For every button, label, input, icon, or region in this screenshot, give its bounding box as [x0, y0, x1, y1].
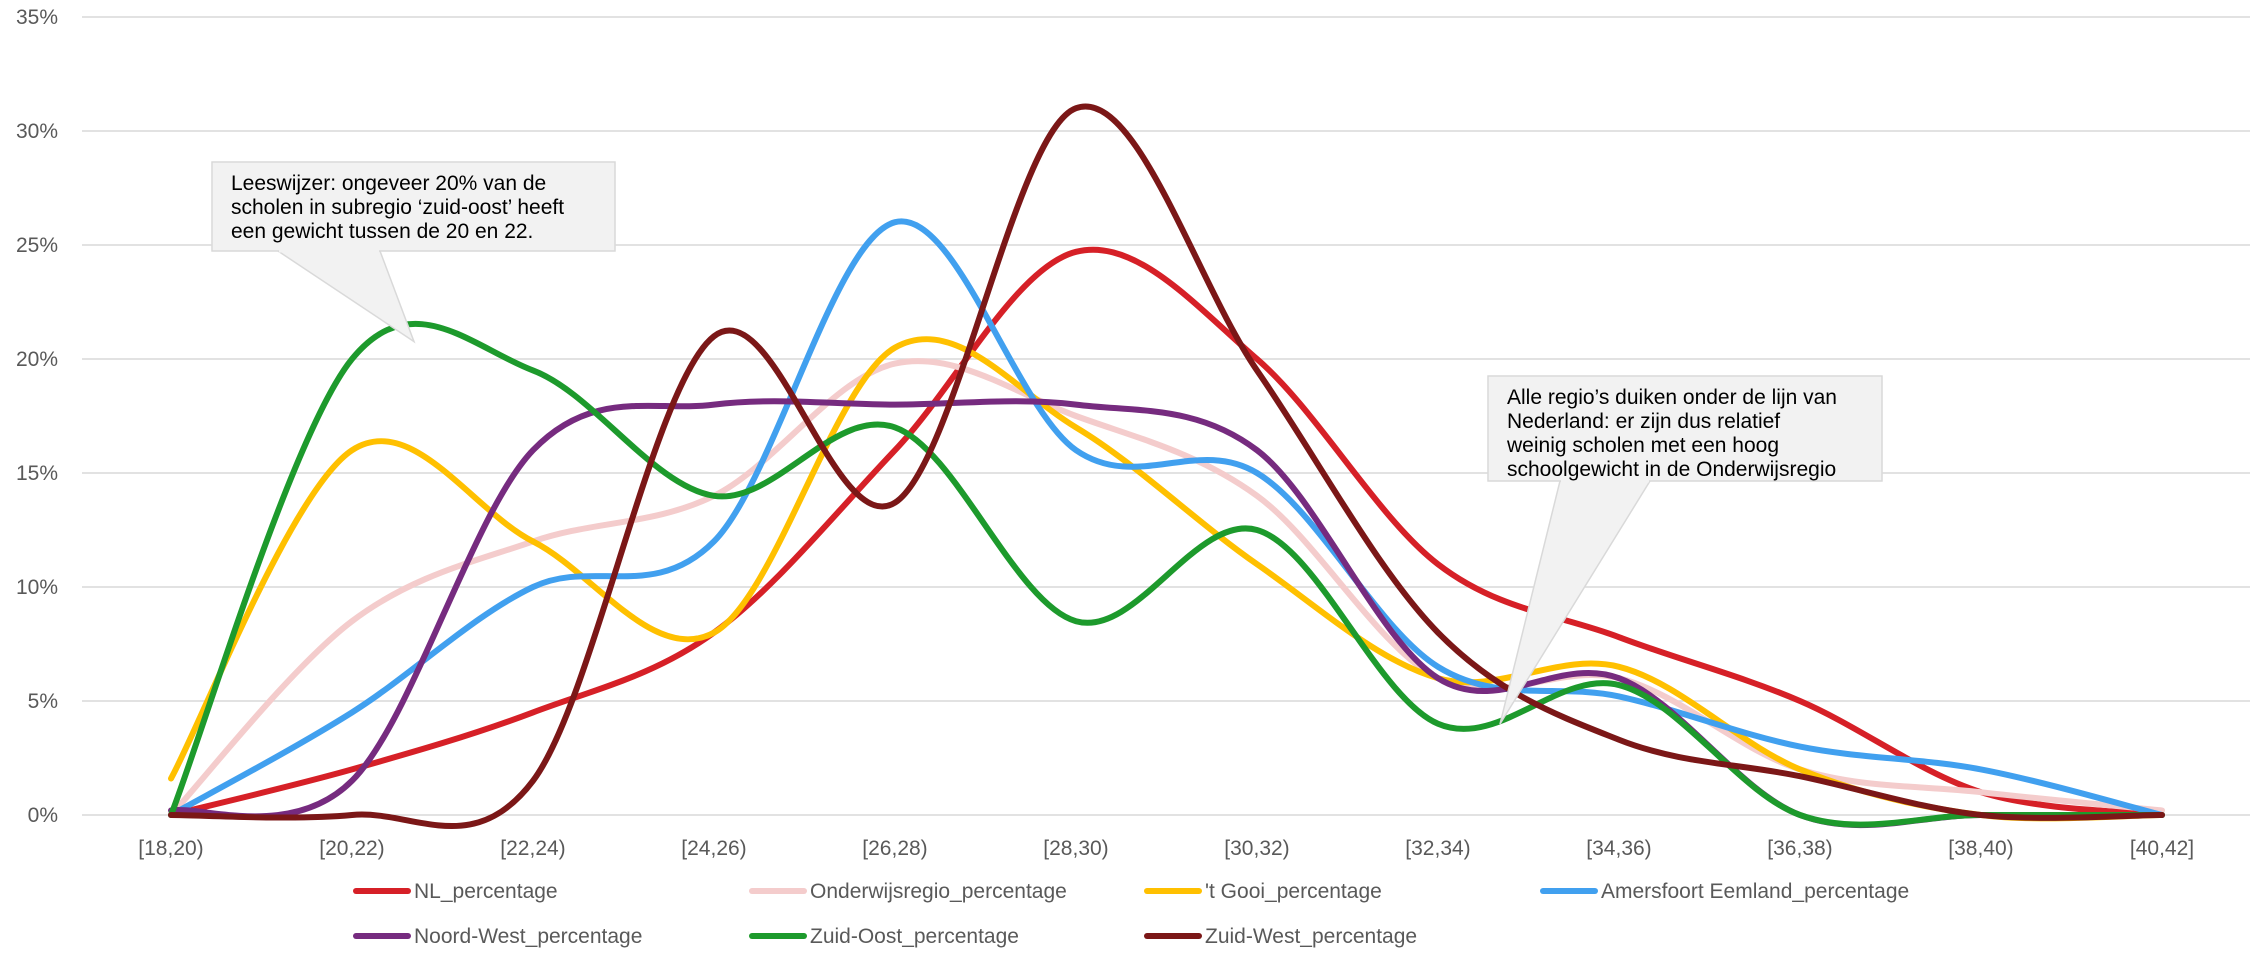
callout-pointer [275, 250, 416, 344]
y-tick-label: 10% [16, 576, 58, 599]
annotation-text: Alle regio’s duiken onder de lijn van [1507, 386, 1837, 409]
legend-label: Onderwijsregio_percentage [810, 880, 1067, 903]
x-tick-label: [24,26) [681, 837, 746, 860]
y-tick-label: 0% [28, 804, 58, 827]
y-tick-label: 5% [28, 690, 58, 713]
x-tick-label: [36,38) [1767, 837, 1832, 860]
x-tick-label: [18,20) [138, 837, 203, 860]
annotation-text: Nederland: er zijn dus relatief [1507, 410, 1780, 433]
x-tick-label: [38,40) [1948, 837, 2013, 860]
x-tick-label: [22,24) [500, 837, 565, 860]
legend-entry: Zuid-West_percentage [1144, 925, 1417, 948]
x-tick-label: [20,22) [319, 837, 384, 860]
legend-entry: 't Gooi_percentage [1144, 880, 1382, 903]
y-tick-label: 15% [16, 462, 58, 485]
callout-box [211, 161, 616, 252]
legend-label: Amersfoort Eemland_percentage [1601, 880, 1909, 903]
annotation-text: Leeswijzer: ongeveer 20% van de [231, 172, 546, 195]
series-line-zuid-oost-percentage [168, 321, 2165, 828]
series-line-amersfoort-eemland-percentage [168, 218, 2165, 818]
series-line-t-gooi-percentage [168, 336, 2165, 822]
x-tick-label: [40,42] [2130, 837, 2194, 860]
y-tick-label: 35% [16, 6, 58, 29]
legend-entry: Onderwijsregio_percentage [749, 880, 1067, 903]
annotation-text: weinig scholen met een hoog [1506, 434, 1779, 457]
y-tick-label: 25% [16, 234, 58, 257]
series-line-zuid-west-percentage [168, 103, 2165, 830]
legend: NL_percentage Onderwijsregio_percentage 't… [353, 880, 1909, 948]
legend-entry: Amersfoort Eemland_percentage [1540, 880, 1909, 903]
legend-entry: NL_percentage [353, 880, 558, 903]
annotation-callout: Alle regio’s duiken onder de lijn vanNed… [1487, 375, 1883, 725]
legend-entry: Zuid-Oost_percentage [749, 925, 1019, 948]
legend-label: NL_percentage [414, 880, 558, 903]
x-tick-label: [28,30) [1043, 837, 1108, 860]
legend-label: Noord-West_percentage [414, 925, 642, 948]
x-tick-label: [32,34) [1405, 837, 1470, 860]
y-tick-label: 20% [16, 348, 58, 371]
legend-entry: Noord-West_percentage [353, 925, 642, 948]
y-axis-ticks: 0% 5% 10% 15% 20% 25% 30% 35% [16, 6, 58, 827]
series-lines [168, 103, 2165, 830]
x-tick-label: [34,36) [1586, 837, 1651, 860]
legend-label: 't Gooi_percentage [1205, 880, 1382, 903]
annotation-text: schoolgewicht in de Onderwijsregio [1507, 458, 1836, 481]
x-tick-label: [30,32) [1224, 837, 1289, 860]
legend-label: Zuid-Oost_percentage [810, 925, 1019, 948]
callout-box [1487, 375, 1883, 482]
legend-label: Zuid-West_percentage [1205, 925, 1417, 948]
x-axis-ticks: [18,20) [20,22) [22,24) [24,26) [26,28) [28,3… [138, 837, 2194, 860]
annotation-text: een gewicht tussen de 20 en 22. [231, 220, 533, 243]
series-line-nl-percentage [168, 246, 2165, 818]
x-tick-label: [26,28) [862, 837, 927, 860]
annotation-text: scholen in subregio ‘zuid-oost’ heeft [231, 196, 564, 219]
y-tick-label: 30% [16, 120, 58, 143]
